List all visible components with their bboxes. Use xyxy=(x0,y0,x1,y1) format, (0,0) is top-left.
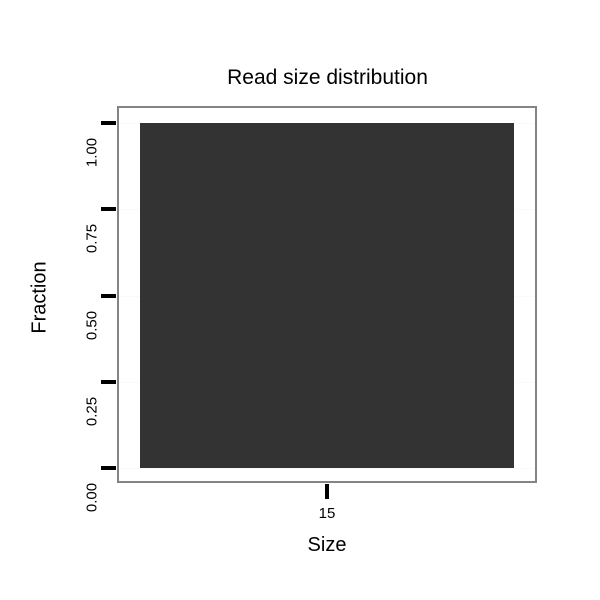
plot-area xyxy=(119,108,535,481)
x-axis-title: Size xyxy=(307,534,347,556)
y-tick-label: 0.75 xyxy=(83,224,101,254)
y-tick-label: 0.00 xyxy=(83,482,101,513)
y-axis-title: Fraction xyxy=(28,261,51,334)
chart-title: Read size distribution xyxy=(227,66,428,89)
y-tick-mark xyxy=(101,379,116,384)
gridline-y xyxy=(119,468,535,469)
y-tick-mark xyxy=(101,121,116,125)
y-tick-mark xyxy=(101,466,116,470)
y-tick-mark xyxy=(101,207,116,212)
y-tick-label: 0.25 xyxy=(83,396,101,426)
x-tick-label: 15 xyxy=(318,505,336,522)
y-tick-label: 1.00 xyxy=(83,137,101,168)
y-tick-label: 0.50 xyxy=(83,310,101,340)
bar[interactable] xyxy=(139,123,515,468)
x-tick-mark xyxy=(325,484,329,499)
y-tick-mark xyxy=(101,293,116,298)
plot-panel xyxy=(117,106,537,483)
